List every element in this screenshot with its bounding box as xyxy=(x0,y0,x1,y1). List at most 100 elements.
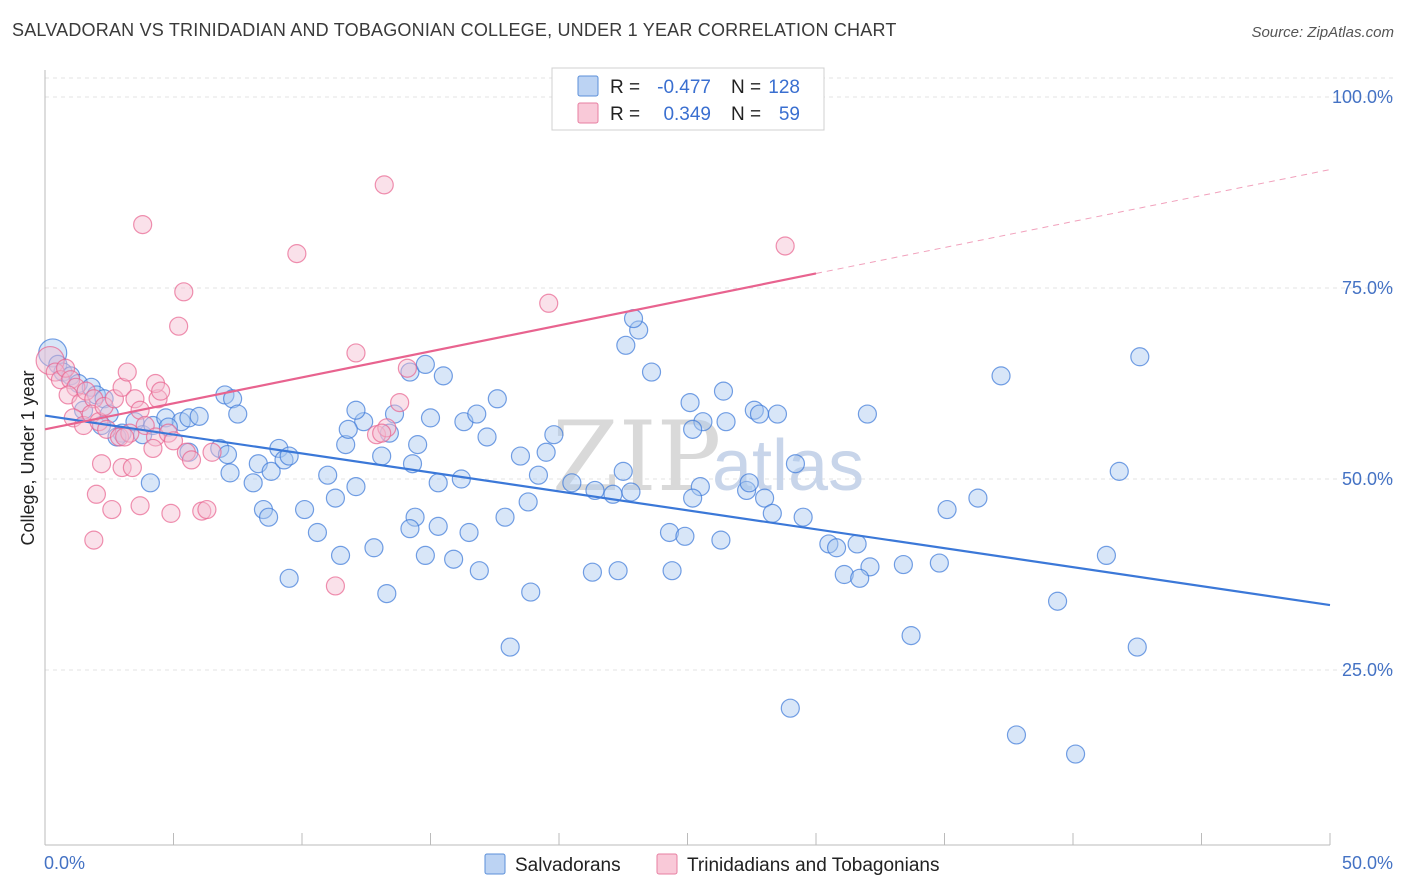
trinidadian-point xyxy=(125,389,145,409)
salvadoran-point xyxy=(629,320,649,340)
salvadoran-point xyxy=(477,427,497,447)
salvadoran-point xyxy=(433,366,453,386)
salvadoran-point xyxy=(377,583,397,604)
trinidadian-point xyxy=(374,175,394,195)
trinidadian-point xyxy=(287,244,307,264)
salvadoran-point xyxy=(279,568,299,588)
salvadoran-point xyxy=(762,503,782,523)
trinidadian-point xyxy=(112,377,132,397)
salvadoran-point xyxy=(659,522,680,543)
trinidadian-point xyxy=(104,389,124,409)
trinidadian-point xyxy=(181,450,202,470)
salvadoran-point xyxy=(415,545,435,566)
salvadoran-point xyxy=(428,473,448,493)
salvadoran-point xyxy=(415,354,435,374)
trend-line-trinidadians xyxy=(44,272,817,431)
salvadoran-point xyxy=(346,477,366,497)
trinidadian-point xyxy=(94,396,114,417)
salvadoran-point xyxy=(544,425,564,445)
legend-swatch-salvadorans xyxy=(577,75,599,97)
trinidadian-point xyxy=(84,530,104,550)
trinidadian-point xyxy=(66,377,86,397)
stats-legend: R = -0.477 N = 128 R = 0.349 N = 59 xyxy=(551,67,825,131)
y-tick-label: 75.0% xyxy=(1342,278,1393,298)
salvadoran-point xyxy=(683,488,703,508)
trinidadian-point xyxy=(122,457,142,478)
trend-line-salvadorans xyxy=(44,414,1331,607)
salvadoran-point xyxy=(850,568,870,588)
salvadoran-point xyxy=(228,404,248,424)
trinidadian-point xyxy=(102,499,122,520)
salvadoran-point xyxy=(325,488,346,508)
trinidadian-point xyxy=(84,389,104,409)
salvadoran-point xyxy=(1006,725,1027,745)
salvadoran-point xyxy=(364,538,384,558)
trinidadian-point xyxy=(151,381,171,401)
trinidadian-point xyxy=(76,381,96,401)
trinidadian-point xyxy=(325,576,346,596)
salvadoran-point xyxy=(754,488,775,508)
trinidadian-point xyxy=(109,427,130,447)
salvadoran-point xyxy=(749,404,770,424)
salvadoran-point xyxy=(826,538,847,558)
trinidadian-point xyxy=(539,293,559,313)
salvadoran-point xyxy=(711,530,731,550)
salvadoran-point xyxy=(683,419,703,439)
y-tick-label: 100.0% xyxy=(1332,87,1393,107)
trinidadian-point xyxy=(112,457,132,478)
salvadoran-point xyxy=(785,454,806,474)
salvadoran-point xyxy=(307,522,328,543)
trinidadian-point xyxy=(161,503,181,523)
trinidadian-point xyxy=(50,370,71,390)
legend-n-value-2: 59 xyxy=(779,104,800,125)
salvadoran-point xyxy=(518,492,538,512)
trend-lines xyxy=(44,169,1331,607)
salvadoran-point xyxy=(336,435,356,455)
trinidadian-point xyxy=(377,418,397,438)
salvadoran-point xyxy=(713,381,734,401)
y-axis-tick-labels: 25.0% 50.0% 75.0% 100.0% xyxy=(1332,87,1393,680)
legend-r-label-1: R = xyxy=(610,77,640,98)
salvadoran-point xyxy=(616,335,636,355)
trinidadian-point xyxy=(133,214,153,235)
salvadoran-point xyxy=(641,362,662,382)
series-legend: Salvadorans Trinidadians and Tobagonians xyxy=(484,853,939,876)
legend-r-label-2: R = xyxy=(610,104,640,125)
salvadoran-point xyxy=(793,507,813,527)
salvadoran-point xyxy=(487,389,507,409)
salvadoran-point xyxy=(444,549,464,569)
watermark: ZIP atlas xyxy=(552,401,864,513)
source-label: Source: ZipAtlas.com xyxy=(1251,24,1394,41)
salvadoran-point xyxy=(608,561,628,581)
salvadoran-point xyxy=(189,406,209,426)
salvadoran-point xyxy=(528,465,549,485)
salvadoran-point xyxy=(929,553,949,573)
trinidadian-point xyxy=(86,484,107,504)
salvadoran-point xyxy=(521,582,541,602)
trinidadian-point xyxy=(397,358,417,378)
trinidadian-point xyxy=(130,496,150,516)
salvadoran-point xyxy=(217,444,238,465)
salvadoran-point xyxy=(739,473,759,493)
scatter-points xyxy=(35,175,1150,764)
trend-line-trinidadians-extension xyxy=(815,169,1331,274)
salvadoran-point xyxy=(991,366,1011,386)
salvadoran-point xyxy=(495,507,515,527)
salvadoran-point xyxy=(780,698,800,718)
trinidadian-point xyxy=(197,499,217,520)
y-tick-label: 50.0% xyxy=(1342,469,1393,489)
y-axis-label: College, Under 1 year xyxy=(18,370,38,545)
trinidadian-point xyxy=(169,316,189,336)
salvadoran-point xyxy=(693,412,713,432)
salvadoran-point xyxy=(847,534,867,554)
trinidadian-point xyxy=(115,427,135,447)
trinidadian-point xyxy=(775,236,795,256)
legend-r-value-2: 0.349 xyxy=(663,104,711,125)
grid-lines xyxy=(45,77,1393,671)
salvadoran-point xyxy=(318,465,338,485)
salvadoran-point xyxy=(428,516,448,536)
salvadoran-point xyxy=(338,419,358,439)
salvadoran-point xyxy=(1047,591,1068,611)
salvadoran-point xyxy=(408,435,428,455)
trinidadian-point xyxy=(346,343,366,363)
